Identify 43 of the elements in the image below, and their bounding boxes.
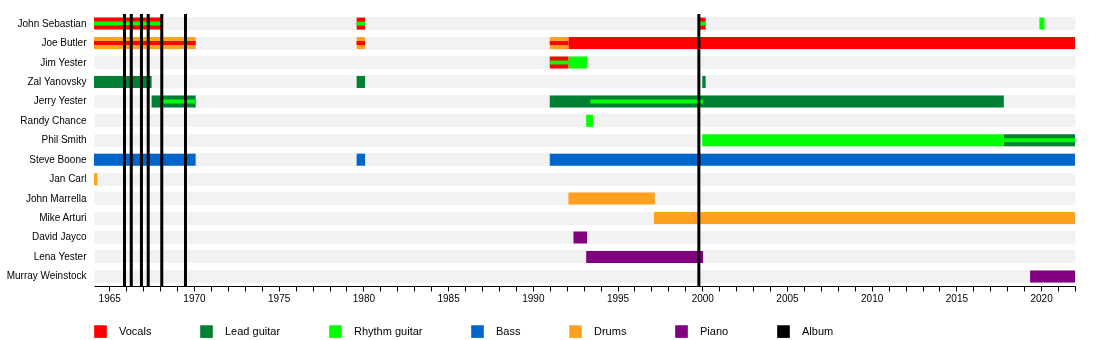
legend-label: Drums [594,324,627,337]
bar [586,250,704,263]
bar [356,153,366,166]
bar [1039,17,1045,30]
legend-label: Lead guitar [225,324,281,337]
x-tick-label: 1985 [437,292,461,304]
bar [356,21,366,26]
x-tick-label: 1975 [268,292,291,304]
y-tick-label: Randy Chance [20,114,87,126]
y-tick-label: Joe Butler [41,37,88,49]
y-tick-label: Mike Arturi [39,212,87,224]
legend-label: Bass [496,324,521,337]
legend-label: Piano [700,324,729,337]
y-tick-label: David Jayco [32,231,87,243]
y-tick-label: Steve Boone [29,153,87,165]
bar [573,231,588,244]
x-tick-label: 1980 [352,292,376,304]
y-tick-label: Jim Yester [40,56,88,68]
y-tick-label: Jan Carl [49,173,87,185]
y-tick-label: Phil Smith [41,134,87,146]
x-tick-label: 1990 [522,292,545,304]
y-tick-label: Zal Yanovsky [27,75,87,87]
x-tick-label: 2020 [1030,292,1054,304]
x-tick-label: 2015 [945,292,969,304]
x-tick-label: 2010 [861,292,884,304]
y-tick-label: Murray Weinstock [6,270,88,282]
bar [356,75,366,88]
legend-label: Rhythm guitar [354,324,423,337]
y-tick-label: John Marrella [25,192,87,204]
x-tick-label: 1970 [183,292,207,304]
bar [1030,270,1075,283]
x-tick-label: 1995 [606,292,630,304]
x-tick-label: 1965 [98,292,122,304]
y-tick-label: Jerry Yester [33,95,88,107]
y-tick-label: Lena Yester [33,250,88,262]
bar [590,99,704,104]
legend-label: Vocals [119,324,152,337]
y-tick-label: John Sebastian [17,17,87,29]
bar [702,75,706,88]
x-tick-label: 2005 [776,292,800,304]
x-tick-label: 2000 [691,292,715,304]
bar [568,192,655,205]
legend-label: Album [802,324,834,337]
